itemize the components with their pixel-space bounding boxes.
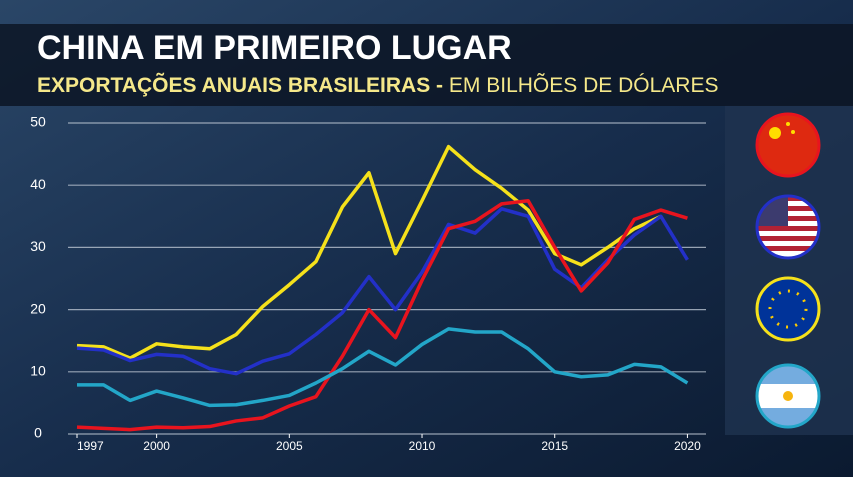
series-line (77, 327, 689, 408)
y-tick-label: 0 (34, 425, 42, 441)
y-tick-label: 40 (30, 176, 46, 192)
chart-title: CHINA EM PRIMEIRO LUGAR (37, 29, 512, 67)
flag-eu (757, 278, 819, 340)
series-line (76, 207, 689, 376)
flag-ring (755, 276, 821, 342)
y-tick-label: 10 (30, 363, 46, 379)
y-tick-label: 30 (30, 238, 46, 254)
y-tick-label: 50 (30, 114, 46, 130)
x-tick-label: 2010 (409, 439, 436, 453)
title-bar (0, 24, 853, 106)
legend-flags (755, 112, 821, 429)
x-tick-label: 2005 (276, 439, 303, 453)
subtitle: EXPORTAÇÕES ANUAIS BRASILEIRAS - (37, 73, 443, 97)
chart-subtitle: EXPORTAÇÕES ANUAIS BRASILEIRAS - EM BILH… (37, 73, 718, 97)
flag-ring (755, 112, 821, 178)
flag-china (757, 114, 819, 176)
series-line (76, 199, 688, 432)
x-tick-label: 1997 (77, 439, 104, 453)
y-tick-label: 20 (30, 300, 46, 316)
flag-ring (755, 194, 821, 260)
flag-argentina (757, 365, 819, 427)
x-tick-label: 2020 (674, 439, 701, 453)
x-tick-label: 2015 (541, 439, 568, 453)
series-line (76, 144, 662, 360)
x-tick-label: 2000 (143, 439, 170, 453)
flag-ring (755, 363, 821, 429)
subtitle-unit: EM BILHÕES DE DÓLARES (449, 73, 719, 97)
